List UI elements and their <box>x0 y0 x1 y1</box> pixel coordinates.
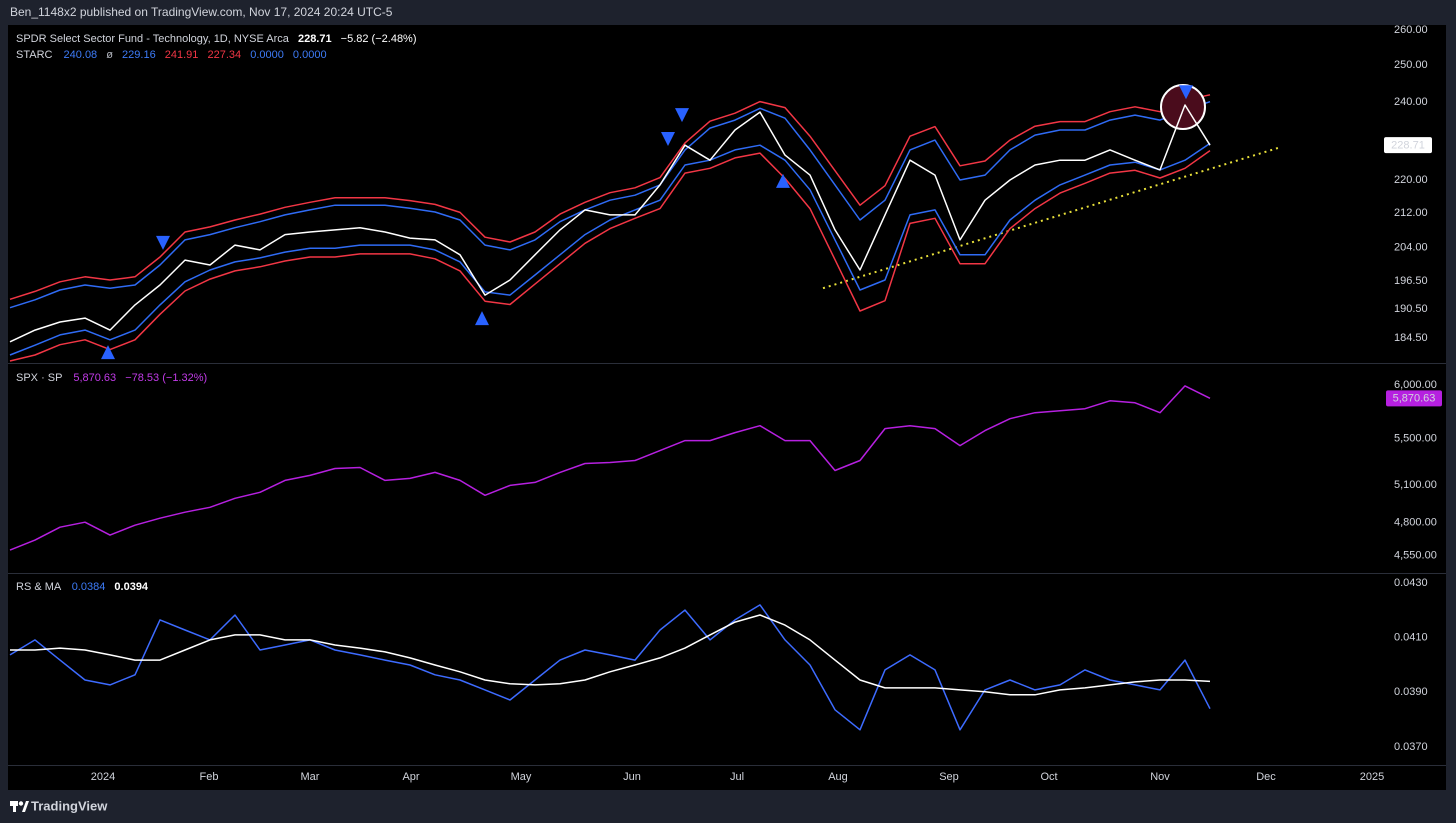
signal-triangle <box>101 345 115 360</box>
logo-part <box>13 801 16 812</box>
indicator-name: RS & MA <box>16 581 62 593</box>
y-tick-label: 5,500.00 <box>1394 433 1437 445</box>
signal-triangle <box>475 311 489 326</box>
price-change: −5.82 (−2.48%) <box>341 33 417 45</box>
last-price: 228.71 <box>298 33 332 45</box>
y-tick-label: 0.0410 <box>1394 632 1428 644</box>
footer-logo <box>10 801 29 812</box>
y-tick-label: 204.00 <box>1394 242 1428 254</box>
series-line <box>9 142 1211 356</box>
y-tick-label: 0.0370 <box>1394 741 1428 753</box>
signal-triangle <box>675 108 689 123</box>
bands <box>9 94 1279 362</box>
x-tick-label: Jun <box>623 771 641 783</box>
signal-triangle <box>156 235 170 250</box>
x-tick-label: May <box>511 771 532 783</box>
y-tick-label: 240.00 <box>1394 96 1428 108</box>
x-tick-label: Sep <box>939 771 959 783</box>
last-value-box <box>1384 137 1432 154</box>
y-tick-label: 184.50 <box>1394 332 1428 344</box>
last-value-label: 228.71 <box>1391 140 1425 152</box>
y-tick-label: 220.00 <box>1394 174 1428 186</box>
y-tick-label: 250.00 <box>1394 59 1428 71</box>
y-tick-label: 0.0430 <box>1394 577 1428 589</box>
series-line <box>9 104 1211 343</box>
symbol-title: SPX · SP <box>16 372 62 384</box>
legend-value: 0.0000 <box>250 49 284 61</box>
legend-value: 0.0384 <box>72 581 106 593</box>
indicator-name: STARC <box>16 49 53 61</box>
legend-value: 240.08 <box>64 49 98 61</box>
main-lines <box>9 104 1211 731</box>
series-line <box>9 385 1211 551</box>
y-tick-label: 5,100.00 <box>1394 479 1437 491</box>
signal-triangle <box>776 173 790 188</box>
signals-and-labels: 228.71 5,870.63 <box>101 85 1442 407</box>
annotations <box>1160 84 1206 130</box>
x-tick-label: 2024 <box>91 771 115 783</box>
signal-triangle <box>1179 85 1193 100</box>
x-tick-label: Nov <box>1150 771 1170 783</box>
y-tick-label: 6,000.00 <box>1394 379 1437 391</box>
legend-value: 241.91 <box>165 49 199 61</box>
legend-indicator: STARC 240.08 ø 229.16 241.91 227.34 0.00… <box>16 49 327 61</box>
last-value-box <box>1386 390 1442 407</box>
trendline <box>822 147 1279 290</box>
axes: 2024 Feb Mar Apr May Jun Jul Aug Sep Oct Nov Dec 202… <box>91 24 1437 783</box>
price-change: −78.53 (−1.32%) <box>125 372 207 384</box>
highlight-circle <box>1160 84 1206 130</box>
legend-value: 229.16 <box>122 49 156 61</box>
y-tick-label: 260.00 <box>1394 24 1428 36</box>
logo-part <box>22 801 29 812</box>
series-line <box>9 100 1211 309</box>
legend-value: 5,870.63 <box>73 372 116 384</box>
x-tick-label: Dec <box>1256 771 1276 783</box>
x-tick-label: Feb <box>200 771 219 783</box>
legend-separator: ø <box>106 49 113 61</box>
series-line <box>9 149 1211 362</box>
legend-spx: SPX · SP 5,870.63 −78.53 (−1.32%) <box>16 372 207 384</box>
publish-info: Ben_1148x2 published on TradingView.com,… <box>10 5 393 19</box>
series-line <box>9 94 1211 301</box>
x-tick-label: 2025 <box>1360 771 1384 783</box>
y-tick-label: 4,800.00 <box>1394 517 1437 529</box>
legend-value: 0.0394 <box>114 581 149 593</box>
y-tick-label: 0.0390 <box>1394 686 1428 698</box>
y-tick-label: 212.00 <box>1394 207 1428 219</box>
legend-value: 227.34 <box>207 49 241 61</box>
logo-part <box>18 801 24 806</box>
x-tick-label: Aug <box>828 771 848 783</box>
x-tick-label: Oct <box>1040 771 1057 783</box>
series-line <box>10 614 1211 696</box>
legend-rs: RS & MA 0.0384 0.0394 <box>16 581 149 593</box>
x-tick-label: Jul <box>730 771 744 783</box>
y-tick-label: 190.50 <box>1394 303 1428 315</box>
footer-brand: TradingView <box>31 798 108 813</box>
legend-main: SPDR Select Sector Fund - Technology, 1D… <box>16 33 417 45</box>
signal-triangle <box>661 131 675 146</box>
legend-value: 0.0000 <box>293 49 327 61</box>
x-tick-label: Mar <box>301 771 320 783</box>
y-tick-label: 196.50 <box>1394 275 1428 287</box>
y-tick-label: 4,550.00 <box>1394 550 1437 562</box>
x-tick-label: Apr <box>402 771 419 783</box>
last-value-label: 5,870.63 <box>1393 393 1436 405</box>
symbol-title: SPDR Select Sector Fund - Technology, 1D… <box>16 33 290 45</box>
